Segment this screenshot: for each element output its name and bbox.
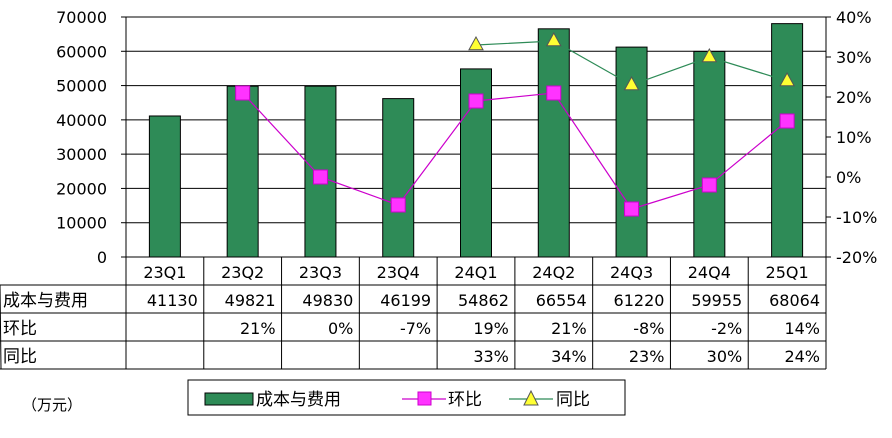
square-marker (546, 85, 562, 101)
table-cell: -2% (711, 319, 742, 338)
category-label: 24Q1 (454, 263, 497, 282)
left-tick-label: 20000 (56, 179, 107, 198)
bar (148, 115, 181, 258)
table-cell: 61220 (614, 291, 665, 310)
right-tick-label: 10% (836, 128, 872, 147)
left-tick-label: 10000 (56, 214, 107, 233)
legend-label: 同比 (556, 390, 590, 410)
triangle-marker (623, 75, 640, 91)
bar (226, 85, 259, 258)
bar (771, 23, 804, 258)
table-cell: -8% (633, 319, 664, 338)
right-tick-label: -10% (836, 208, 877, 227)
legend-square-marker (417, 391, 432, 406)
triangle-marker (545, 31, 562, 47)
bars-series (148, 23, 804, 258)
table-row-label: 成本与费用 (3, 291, 88, 311)
table-cell: 46199 (380, 291, 431, 310)
square-marker (468, 93, 484, 109)
data-table: 23Q1 23Q2 23Q3 23Q4 24Q1 24Q2 24Q3 24Q4 25Q1 成本与费… (0, 256, 827, 370)
table-cell: 14% (784, 319, 820, 338)
left-tick-label: 30000 (56, 145, 107, 164)
table-cell: 24% (784, 347, 820, 366)
legend-label: 环比 (448, 390, 482, 410)
legend-label: 成本与费用 (256, 390, 341, 410)
right-tick-label: 20% (836, 88, 872, 107)
left-tick-label: 70000 (56, 8, 107, 27)
legend-box (187, 379, 626, 416)
table-cell: 19% (473, 319, 509, 338)
table-cell: 34% (551, 347, 587, 366)
table-cell: 68064 (769, 291, 820, 310)
left-tick-label: 60000 (56, 42, 107, 61)
bar (693, 50, 726, 258)
left-tick-label: 0 (97, 248, 107, 267)
square-marker (390, 197, 406, 213)
table-cell: 30% (707, 347, 743, 366)
table-cell: 49830 (302, 291, 353, 310)
left-tick-label: 40000 (56, 111, 107, 130)
triangle-marker (701, 47, 718, 63)
category-label: 24Q4 (688, 263, 731, 282)
table-row-label: 同比 (3, 347, 37, 367)
table-cell: 66554 (536, 291, 587, 310)
square-marker (701, 177, 717, 193)
right-tick-label: 30% (836, 48, 872, 67)
table-cell: 21% (551, 319, 587, 338)
bar (615, 46, 648, 258)
category-label: 23Q2 (221, 263, 264, 282)
triangle-marker (779, 71, 795, 87)
square-marker (624, 201, 640, 217)
unit-note: （万元） (22, 396, 82, 414)
legend-bar-swatch (204, 392, 254, 406)
right-tick-label: -20% (836, 248, 877, 267)
line-series (235, 31, 795, 217)
right-tick-label: 40% (836, 8, 872, 27)
category-label: 25Q1 (766, 263, 809, 282)
table-cell: 49821 (225, 291, 276, 310)
category-label: 23Q1 (143, 263, 186, 282)
left-tick-label: 50000 (56, 77, 107, 96)
legend-triangle-marker (523, 389, 539, 406)
category-label: 23Q4 (377, 263, 420, 282)
table-cell: 41130 (147, 291, 198, 310)
table-edge (0, 284, 2, 370)
table-cell: 23% (629, 347, 665, 366)
table-row-label: 环比 (3, 319, 37, 339)
square-marker (235, 85, 251, 101)
table-cell: 59955 (691, 291, 742, 310)
table-cell: 33% (473, 347, 509, 366)
bar (382, 98, 415, 258)
table-cell: 21% (240, 319, 276, 338)
square-marker (779, 113, 795, 129)
category-label: 24Q3 (610, 263, 653, 282)
table-cell: 0% (328, 319, 353, 338)
table-cell: 54862 (458, 291, 509, 310)
bar (537, 28, 570, 258)
square-marker (312, 169, 328, 185)
right-tick-label: 0% (836, 168, 861, 187)
left-axis-ticks: 0 10000 20000 30000 40000 50000 60000 70000 (56, 8, 126, 267)
triangle-marker (468, 35, 484, 51)
right-axis-ticks: -20% -10% 0% 10% 20% 30% 40% (826, 8, 877, 267)
category-label: 23Q3 (299, 263, 342, 282)
series-line (242, 92, 788, 210)
legend: 成本与费用 环比 同比 (187, 379, 626, 416)
category-label: 24Q2 (532, 263, 575, 282)
table-cell: -7% (400, 319, 431, 338)
